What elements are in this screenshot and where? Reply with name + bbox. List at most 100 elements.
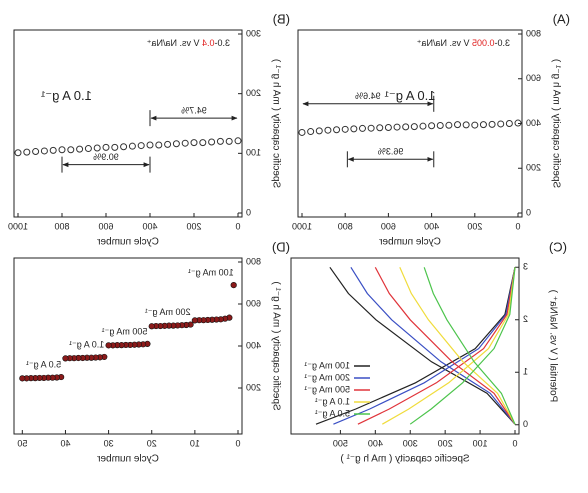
x-tick-label: 300 [403,438,418,448]
data-point [307,128,315,136]
retention-label: 94.6% [355,91,381,101]
x-tick-label: 0 [235,438,240,448]
y-tick-label: 0 [526,207,531,217]
x-tick-label: 40 [60,438,70,448]
data-point [67,146,75,154]
voltage-window-highlight: 0.4 [202,38,215,48]
y-tick-label: 600 [246,298,261,308]
data-point [393,123,401,131]
plot-frame [290,257,520,435]
x-tick-label: 600 [98,221,113,231]
plot-frame [297,29,523,218]
data-point [120,143,128,151]
x-tick-label: 800 [54,221,69,231]
data-point [341,125,349,133]
data-point [155,141,163,149]
legend-label: 200 mA g⁻¹ [304,372,350,382]
y-tick-label: 1 [523,367,528,377]
data-point [315,127,323,135]
data-point [462,121,470,129]
data-point [23,148,31,156]
x-tick-label: 200 [438,438,453,448]
panel-label: (A) [553,11,570,26]
data-point [137,142,145,150]
data-point [230,282,237,289]
rate-group-label: 1.0 A g⁻¹ [69,339,104,349]
data-point [208,138,216,146]
y-tick-label: 300 [246,28,261,38]
rate-group-label: 5.0 A g⁻¹ [26,359,61,369]
x-tick-label: 200 [467,221,482,231]
data-point [49,146,57,154]
voltage-window-suffix: V vs. Na/Na⁺ [146,38,202,48]
panel-label: (C) [549,239,567,254]
data-point [146,141,154,149]
y-tick-label: 200 [526,163,541,173]
voltage-window-prefix: 3.0- [214,38,230,48]
x-tick-label: 500 [333,438,348,448]
data-point [32,148,40,156]
data-point [436,122,444,130]
rate-group-label: 200 mA g⁻¹ [145,307,191,317]
data-point [358,124,366,132]
voltage-window: 3.0-0.005 V vs. Na/Na⁺ [416,38,510,48]
data-point [402,123,410,131]
retention-label: 90.9% [93,152,119,162]
x-tick-label: 50 [17,438,27,448]
x-axis-label: Cycle number [96,237,158,248]
voltage-window: 3.0-0.4 V vs. Na/Na⁺ [146,38,230,48]
panel-label: (D) [272,239,290,254]
x-tick-label: 10 [190,438,200,448]
y-axis-label: Specific capacity ( mA h g⁻¹ ) [550,59,561,188]
data-point [333,126,341,134]
data-point [164,140,172,148]
data-point [488,120,496,128]
x-tick-label: 0 [512,438,517,448]
y-tick-label: 3 [523,262,528,272]
data-point [376,124,384,132]
x-tick-label: 30 [104,438,114,448]
x-tick-label: 1000 [8,221,28,231]
data-point [62,355,69,362]
x-axis-label: Cycle number [378,237,440,248]
data-point [350,125,358,133]
legend-label: 1.0 A g⁻¹ [315,396,350,406]
data-point [148,323,155,330]
x-tick-label: 400 [424,221,439,231]
x-tick-label: 0 [235,221,240,231]
data-point [14,149,22,157]
rate-label: 1.0 A g⁻¹ [40,88,92,103]
y-tick-label: 400 [246,340,261,350]
y-axis-label: Specific capacity ( mA h g⁻¹ ) [270,281,281,410]
data-point [84,145,92,153]
voltage-window-suffix: V vs. Na/Na⁺ [416,38,472,48]
y-tick-label: 0 [523,419,528,429]
data-point [497,120,505,128]
y-tick-label: 600 [526,73,541,83]
x-axis-label: Specific capacity ( mA h g⁻¹ ) [340,454,469,465]
data-point [298,128,306,136]
rate-label: 1.0 A g⁻¹ [384,88,436,103]
data-point [479,121,487,129]
panel-label: (B) [273,11,290,26]
data-point [419,122,427,130]
y-tick-label: 2 [523,314,528,324]
x-tick-label: 0 [515,221,520,231]
x-tick-label: 20 [147,438,157,448]
data-point [428,122,436,130]
data-point [514,119,522,127]
y-tick-label: 0 [246,207,251,217]
data-point [471,121,479,129]
data-point [225,137,233,145]
data-point [191,317,198,324]
series-line [333,266,516,425]
rate-group-label: 500 mA g⁻¹ [102,326,148,336]
data-point [102,143,110,151]
series-line [357,267,516,425]
retention-label: 96.3% [378,147,404,157]
data-point [19,375,26,382]
x-tick-label: 100 [473,438,488,448]
x-tick-label: 600 [381,221,396,231]
